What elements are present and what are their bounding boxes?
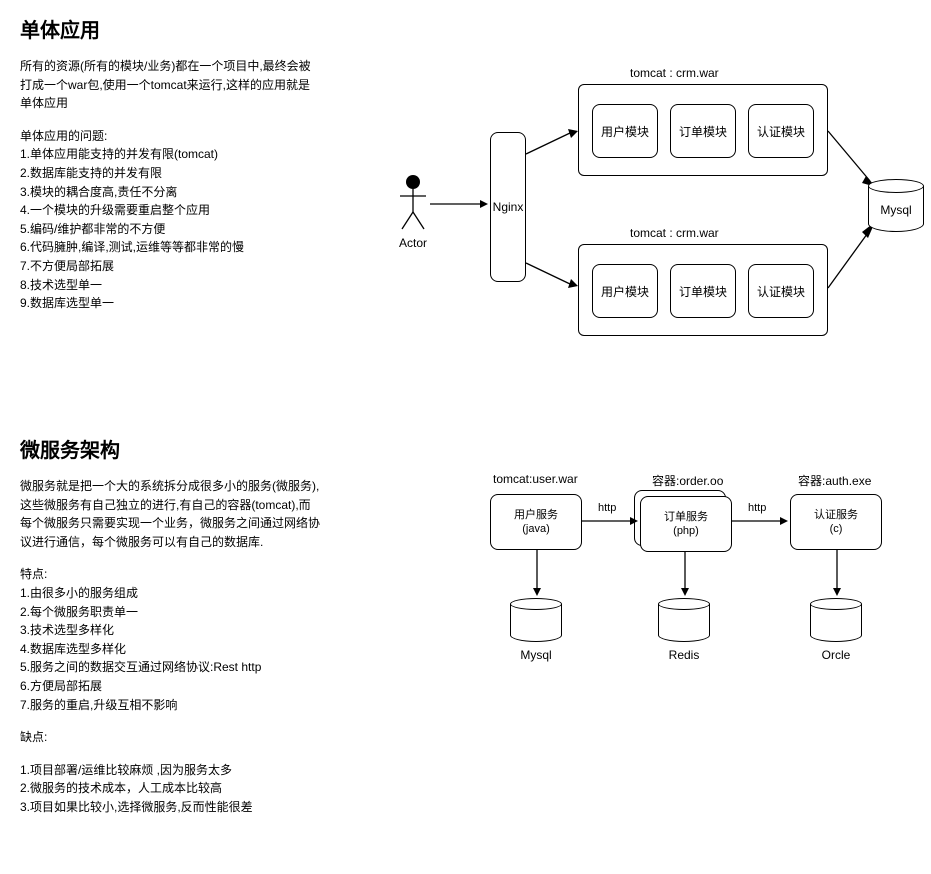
tomcat1-mod3: 认证模块 bbox=[748, 104, 814, 158]
arrow-actor-nginx bbox=[430, 199, 488, 209]
c3-label: 容器:auth.exe bbox=[798, 472, 871, 489]
svc-label: 认证服务 bbox=[814, 509, 858, 521]
arrow-order-db bbox=[680, 552, 690, 596]
auth-service-box: 认证服务 (c) bbox=[790, 494, 882, 550]
svc-sub: (java) bbox=[522, 523, 550, 535]
section1-p1: 所有的资源(所有的模块/业务)都在一个项目中,最终会被打成一个war包,使用一个… bbox=[20, 57, 320, 113]
tomcat1-mod1: 用户模块 bbox=[592, 104, 658, 158]
section2-p1: 微服务就是把一个大的系统拆分成很多小的服务(微服务),这些微服务有自己独立的进行… bbox=[20, 477, 320, 551]
c2-label: 容器:order.oo bbox=[652, 472, 723, 489]
svc-sub: (php) bbox=[673, 525, 699, 537]
nginx-box: Nginx bbox=[490, 132, 526, 282]
section2-p4: 1.项目部署/运维比较麻烦 ,因为服务太多 2.微服务的技术成本，人工成本比较高… bbox=[20, 761, 320, 817]
tomcat1-label: tomcat : crm.war bbox=[630, 66, 719, 80]
section-microservice: 微服务架构 微服务就是把一个大的系统拆分成很多小的服务(微服务),这些微服务有自… bbox=[20, 434, 911, 864]
arrow-user-db bbox=[532, 550, 542, 596]
nginx-label: Nginx bbox=[493, 200, 524, 214]
mod-label: 用户模块 bbox=[601, 283, 649, 300]
arrow-order-auth bbox=[732, 516, 788, 526]
mod-label: 订单模块 bbox=[679, 123, 727, 140]
section2-p3: 缺点: bbox=[20, 728, 320, 747]
http2-label: http bbox=[748, 502, 766, 514]
section1-title: 单体应用 bbox=[20, 14, 911, 43]
svc-sub: (c) bbox=[830, 523, 843, 535]
db-redis: Redis bbox=[658, 598, 710, 650]
svc-label: 用户服务 bbox=[514, 509, 558, 521]
actor-label: Actor bbox=[398, 236, 428, 250]
c1-label: tomcat:user.war bbox=[493, 472, 578, 486]
tomcat2-mod2: 订单模块 bbox=[670, 264, 736, 318]
tomcat2-mod3: 认证模块 bbox=[748, 264, 814, 318]
mod-label: 认证模块 bbox=[757, 283, 805, 300]
db-redis-label: Redis bbox=[658, 648, 710, 662]
mod-label: 用户模块 bbox=[601, 123, 649, 140]
actor-icon bbox=[398, 174, 428, 234]
arrow-nginx-bottom bbox=[526, 259, 578, 289]
http1-label: http bbox=[598, 502, 616, 514]
arrow-auth-db bbox=[832, 550, 842, 596]
svc-label: 订单服务 bbox=[664, 511, 708, 523]
arrow-user-order bbox=[582, 516, 638, 526]
mod-label: 认证模块 bbox=[757, 123, 805, 140]
tomcat1-mod2: 订单模块 bbox=[670, 104, 736, 158]
tomcat2-label: tomcat : crm.war bbox=[630, 226, 719, 240]
section2-p2: 特点: 1.由很多小的服务组成 2.每个微服务职责单一 3.技术选型多样化 4.… bbox=[20, 565, 320, 714]
db-mysql: Mysql bbox=[510, 598, 562, 650]
db-oracle-label: Orcle bbox=[810, 648, 862, 662]
user-service-box: 用户服务 (java) bbox=[490, 494, 582, 550]
mod-label: 订单模块 bbox=[679, 283, 727, 300]
db-mysql-label: Mysql bbox=[510, 648, 562, 662]
mysql-db: Mysql bbox=[868, 179, 924, 239]
section-monolithic: 单体应用 所有的资源(所有的模块/业务)都在一个项目中,最终会被打成一个war包… bbox=[20, 14, 911, 374]
section1-p2: 单体应用的问题: 1.单体应用能支持的并发有限(tomcat) 2.数据库能支持… bbox=[20, 127, 320, 313]
mysql-label: Mysql bbox=[868, 203, 924, 217]
section2-title: 微服务架构 bbox=[20, 434, 911, 463]
arrow-nginx-top bbox=[526, 129, 578, 159]
order-service-box: 订单服务 (php) bbox=[640, 496, 732, 552]
db-oracle: Orcle bbox=[810, 598, 862, 650]
tomcat2-mod1: 用户模块 bbox=[592, 264, 658, 318]
